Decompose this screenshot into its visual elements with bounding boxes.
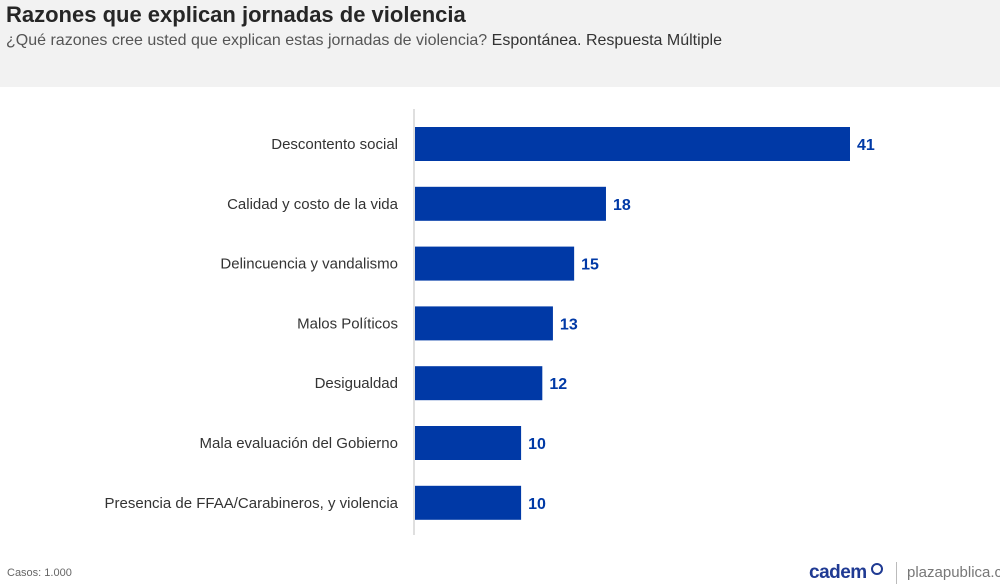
data-label: 41	[857, 137, 875, 154]
logo-dot-icon	[871, 563, 883, 575]
bar	[415, 246, 575, 281]
category-label: Descontento social	[271, 136, 398, 153]
site-name: plazapublica.cl	[907, 564, 1000, 581]
category-label: Calidad y costo de la vida	[227, 196, 399, 213]
subtitle-note: Espontánea. Respuesta Múltiple	[491, 32, 723, 49]
data-label: 18	[613, 197, 631, 214]
bar	[415, 127, 850, 161]
category-label: Delincuencia y vandalismo	[220, 256, 398, 273]
bar	[415, 366, 543, 401]
category-label: Presencia de FFAA/Carabineros, y violenc…	[105, 495, 399, 512]
data-label: 15	[581, 257, 599, 274]
bar	[415, 306, 553, 341]
cadem-logo: cadem	[809, 562, 867, 583]
bar	[415, 485, 522, 520]
bar-chart: Descontento social 41 Calidad y costo de l…	[105, 109, 875, 535]
chart-subtitle: ¿Qué razones cree usted que explican est…	[6, 32, 722, 50]
data-label: 10	[528, 436, 546, 453]
chart-title: Razones que explican jornadas de violenc…	[6, 2, 466, 27]
footer-divider	[896, 562, 897, 584]
header-band: Razones que explican jornadas de violenc…	[0, 0, 1000, 87]
subtitle-question: ¿Qué razones cree usted que explican est…	[6, 32, 488, 49]
category-label: Malos Políticos	[297, 315, 398, 332]
data-label: 12	[549, 376, 567, 393]
data-label: 10	[528, 496, 546, 513]
bar	[415, 186, 606, 221]
data-label: 13	[560, 316, 578, 333]
bar	[415, 426, 522, 460]
cases-note: Casos: 1.000	[7, 567, 72, 579]
category-label: Mala evaluación del Gobierno	[200, 435, 398, 452]
category-label: Desigualdad	[315, 375, 398, 392]
